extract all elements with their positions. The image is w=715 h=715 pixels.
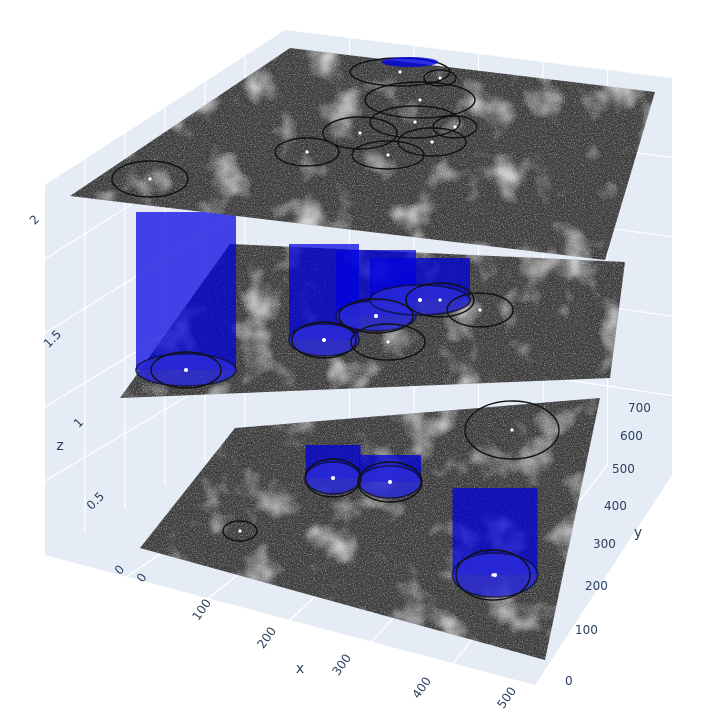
detection-circle <box>357 461 423 503</box>
detection-circle <box>350 323 426 361</box>
detection-circle <box>291 321 357 359</box>
detection-circle <box>338 298 414 334</box>
detection-center <box>148 177 152 181</box>
detection-center <box>510 428 514 432</box>
cylinder <box>135 212 237 387</box>
detection-center <box>386 340 390 344</box>
cylinder <box>304 445 362 495</box>
detection-circle <box>432 115 478 139</box>
plane-grain <box>70 48 655 260</box>
detection-center <box>491 573 495 577</box>
image-plane-z1 <box>120 212 625 398</box>
x-tick-label: 100 <box>189 596 214 623</box>
detection-circle <box>111 160 189 198</box>
detection-center <box>184 368 188 372</box>
detection-center <box>388 480 392 484</box>
y-tick-label: 600 <box>620 429 643 443</box>
y-axis-title: y <box>634 525 642 541</box>
cylinder <box>369 258 471 316</box>
y-tick-label: 500 <box>612 462 635 476</box>
detection-circle <box>369 105 461 139</box>
detection-circle <box>464 400 560 460</box>
detection-circle <box>364 81 476 119</box>
x-axis-title: x <box>296 661 304 677</box>
detection-center <box>413 120 417 124</box>
detection-circle <box>150 351 222 389</box>
y-tick-label: 200 <box>585 579 608 593</box>
detection-center <box>453 125 457 129</box>
z-axis-title: z <box>56 438 63 454</box>
detection-center <box>438 298 442 302</box>
detection-center <box>358 131 362 135</box>
detection-circle <box>446 292 514 328</box>
cylinder-cap <box>382 57 438 67</box>
y-tick-label: 400 <box>604 499 627 513</box>
detection-circle <box>222 520 258 542</box>
detection-circle <box>322 116 398 150</box>
detection-center <box>418 98 422 102</box>
detection-center <box>238 529 242 533</box>
detection-circle <box>423 69 457 87</box>
x-tick-label: 200 <box>254 624 279 651</box>
y-tick-label: 0 <box>565 674 573 688</box>
cylinder <box>451 488 539 598</box>
detection-circle <box>397 127 467 157</box>
detection-center <box>322 338 326 342</box>
image-plane-z2 <box>70 48 655 260</box>
image-plane-z0 <box>140 398 600 660</box>
x-tick-label: 300 <box>329 651 354 678</box>
y-tick-label: 300 <box>593 537 616 551</box>
detection-center <box>305 150 309 154</box>
y-tick-label: 100 <box>575 623 598 637</box>
detection-center <box>374 314 378 318</box>
image-planes <box>70 48 655 660</box>
detection-center <box>386 153 390 157</box>
x-tick-label: 400 <box>409 674 434 701</box>
y-tick-label: 700 <box>628 401 651 415</box>
x-tick-label: 500 <box>494 684 519 711</box>
detection-center <box>438 76 442 80</box>
detection-circle <box>274 137 340 167</box>
detection-circle <box>405 282 475 318</box>
detection-center <box>430 140 434 144</box>
detection-center <box>398 70 402 74</box>
detection-center <box>331 476 335 480</box>
detection-center <box>478 308 482 312</box>
z-tick-label: 2 <box>27 212 42 227</box>
detection-circle <box>455 549 531 601</box>
detection-circle <box>304 458 362 498</box>
